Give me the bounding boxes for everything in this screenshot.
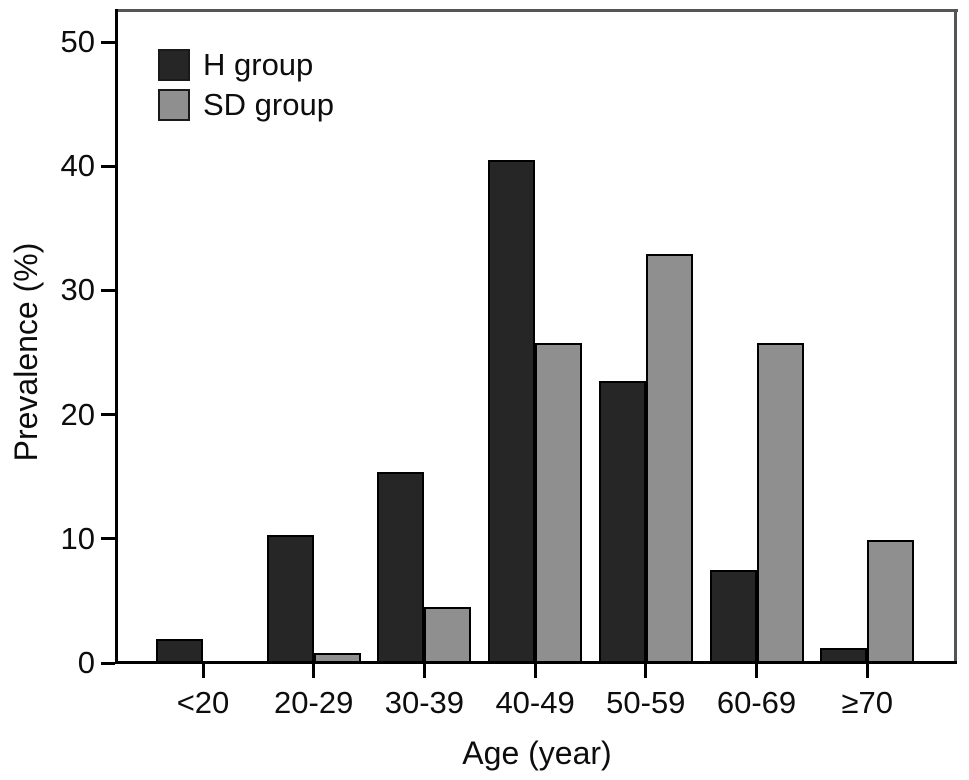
plot-frame-right (954, 9, 957, 664)
y-tick (101, 288, 115, 292)
y-axis-title: Prevalence (%) (8, 242, 44, 462)
x-tick (422, 664, 426, 678)
bar-h-group (488, 160, 536, 663)
y-tick-label: 0 (77, 645, 95, 680)
bar-sd-group (645, 254, 693, 663)
y-tick (101, 661, 115, 665)
y-tick-label: 30 (60, 272, 95, 308)
plot-frame-top (115, 9, 958, 12)
x-tick-label: 20-29 (274, 685, 354, 720)
bar-h-group (709, 569, 757, 663)
x-tick-label: <20 (176, 685, 230, 720)
x-tick-label: 60-69 (716, 685, 797, 720)
x-tick (201, 664, 205, 678)
y-tick (101, 537, 115, 541)
y-tick-label: 40 (60, 148, 95, 184)
x-axis-title: Age (year) (462, 735, 612, 771)
bar-h-group (598, 381, 646, 663)
x-tick-label: 30-39 (384, 685, 465, 720)
y-tick (101, 40, 115, 44)
bar-h-group (266, 535, 314, 663)
legend: H group SD group (158, 49, 334, 129)
x-tick-label: 50-59 (606, 685, 686, 720)
legend-label-sd-group: SD group (203, 87, 334, 122)
y-tick (101, 164, 115, 168)
bar-sd-group (424, 607, 472, 663)
x-tick (755, 664, 758, 678)
bar-sd-group (535, 342, 583, 663)
x-tick-label: ≥70 (841, 685, 893, 720)
x-tick (865, 664, 869, 678)
h-group-swatch-icon (158, 49, 190, 81)
y-tick-label: 50 (60, 24, 95, 60)
bar-sd-group (867, 540, 915, 663)
x-tick (644, 664, 648, 678)
y-tick (101, 413, 115, 417)
legend-entry-sd-group: SD group (158, 89, 334, 121)
y-tick-label: 10 (60, 520, 95, 556)
bar-h-group (377, 471, 425, 663)
legend-label-h-group: H group (203, 47, 314, 82)
bar-sd-group (756, 342, 804, 663)
legend-entry-h-group: H group (158, 49, 334, 81)
bar-h-group (156, 639, 203, 663)
x-tick (312, 664, 316, 678)
y-tick-label: 20 (60, 396, 95, 432)
y-axis-line (115, 9, 118, 664)
x-axis-line (115, 661, 957, 664)
sd-group-swatch-icon (158, 89, 190, 121)
x-tick-label: 40-49 (495, 685, 575, 720)
x-tick (533, 664, 537, 678)
